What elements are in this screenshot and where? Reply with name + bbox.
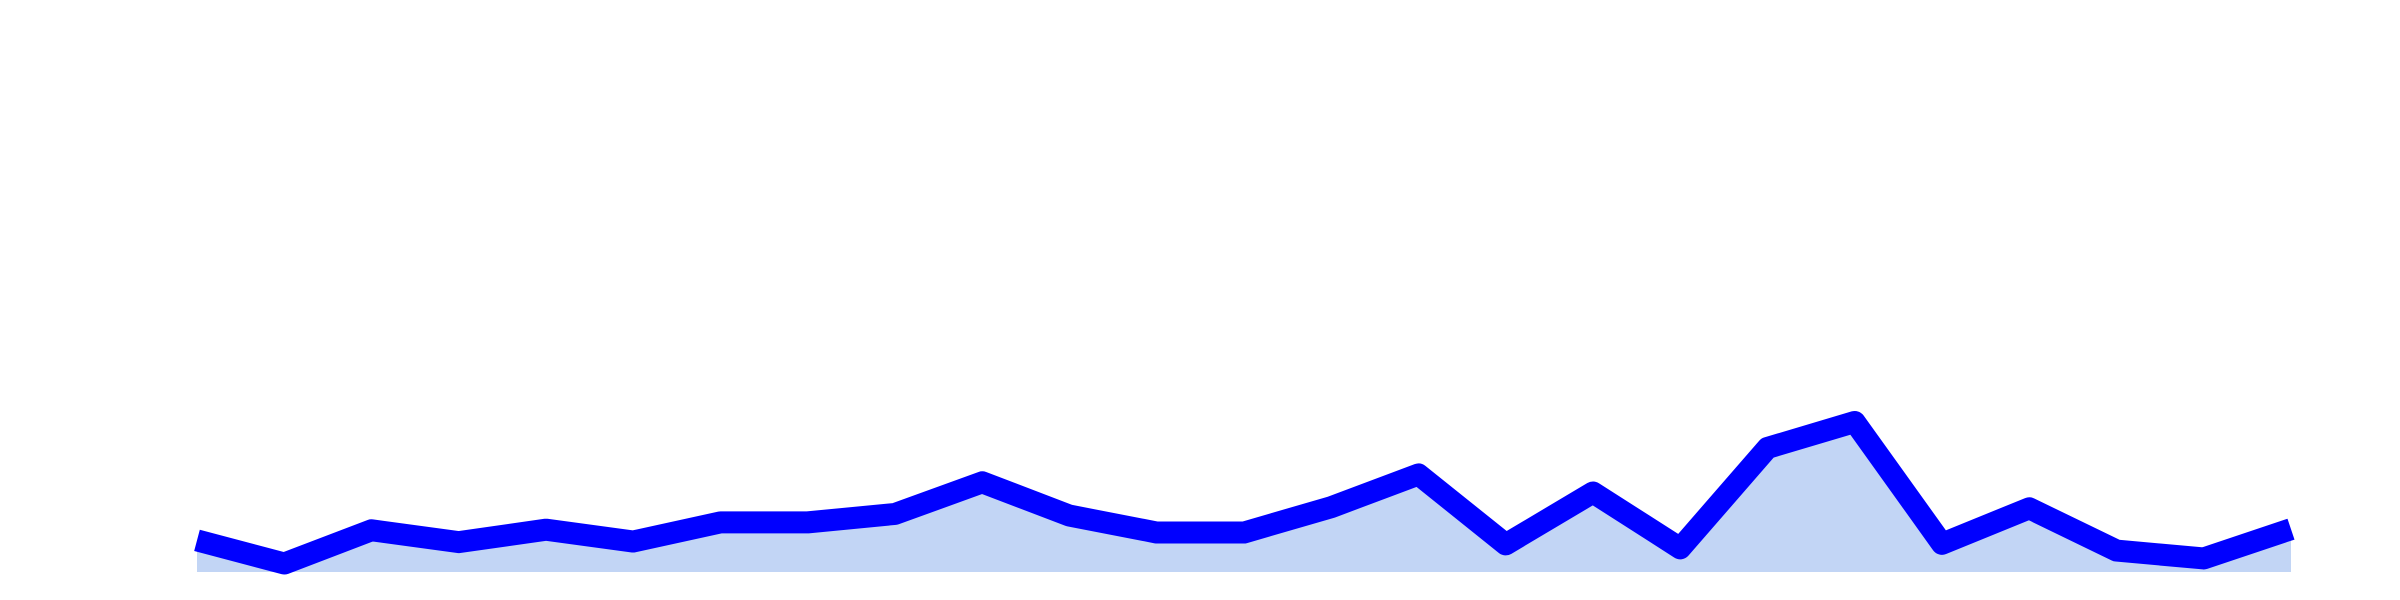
series-line (194, 410, 2295, 575)
series-area-fill (197, 421, 2291, 572)
